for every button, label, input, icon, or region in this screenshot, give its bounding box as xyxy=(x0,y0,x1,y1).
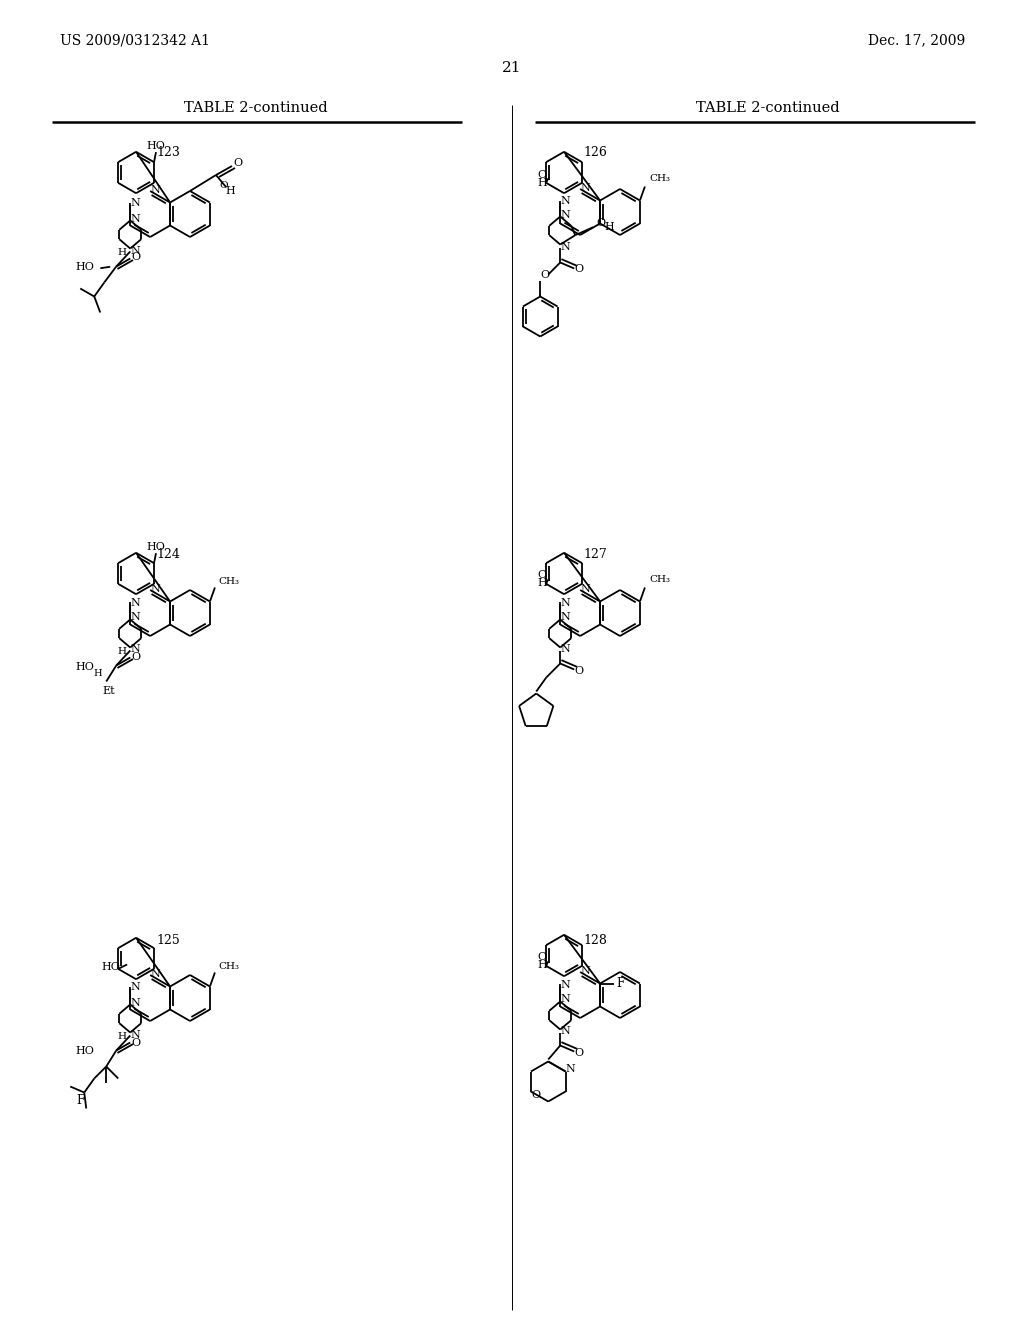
Text: N: N xyxy=(560,598,570,607)
Text: N: N xyxy=(130,246,140,256)
Text: 123: 123 xyxy=(156,145,180,158)
Text: N: N xyxy=(130,198,140,209)
Text: H: H xyxy=(538,578,547,589)
Text: H: H xyxy=(225,186,234,195)
Text: HO: HO xyxy=(76,263,94,272)
Text: N: N xyxy=(130,612,140,623)
Text: O: O xyxy=(574,665,584,676)
Text: N: N xyxy=(560,197,570,206)
Text: HO: HO xyxy=(101,961,120,972)
Text: N: N xyxy=(130,1030,140,1040)
Text: CH₃: CH₃ xyxy=(218,962,239,972)
Text: N: N xyxy=(130,982,140,993)
Text: O: O xyxy=(538,953,547,962)
Text: O: O xyxy=(132,1038,141,1048)
Text: N: N xyxy=(130,214,140,223)
Text: N: N xyxy=(560,242,570,252)
Text: 124: 124 xyxy=(156,549,180,561)
Text: N: N xyxy=(151,185,160,195)
Text: N: N xyxy=(565,1064,575,1073)
Text: N: N xyxy=(560,210,570,219)
Text: N: N xyxy=(130,998,140,1007)
Text: TABLE 2-continued: TABLE 2-continued xyxy=(184,102,328,115)
Text: CH₃: CH₃ xyxy=(218,577,239,586)
Text: 127: 127 xyxy=(583,549,607,561)
Text: O: O xyxy=(132,652,141,663)
Text: O: O xyxy=(597,218,606,228)
Text: HO: HO xyxy=(146,141,166,152)
Text: 126: 126 xyxy=(583,145,607,158)
Text: H: H xyxy=(93,669,101,678)
Text: O: O xyxy=(233,158,243,168)
Text: O: O xyxy=(574,1048,584,1057)
Text: HO: HO xyxy=(76,1047,94,1056)
Text: N: N xyxy=(130,598,140,607)
Text: N: N xyxy=(560,979,570,990)
Text: O: O xyxy=(220,181,228,190)
Text: H: H xyxy=(538,961,547,970)
Text: N: N xyxy=(560,644,570,655)
Text: H: H xyxy=(118,248,127,257)
Text: N: N xyxy=(560,1027,570,1036)
Text: H: H xyxy=(118,647,127,656)
Text: F: F xyxy=(616,977,625,990)
Text: US 2009/0312342 A1: US 2009/0312342 A1 xyxy=(60,33,210,48)
Text: O: O xyxy=(541,269,550,280)
Text: O: O xyxy=(538,169,547,180)
Text: O: O xyxy=(531,1089,541,1100)
Text: Dec. 17, 2009: Dec. 17, 2009 xyxy=(867,33,965,48)
Text: 125: 125 xyxy=(156,933,180,946)
Text: HO: HO xyxy=(146,543,166,552)
Text: O: O xyxy=(132,252,141,263)
Text: Et: Et xyxy=(102,686,115,697)
Text: N: N xyxy=(581,183,590,193)
Text: 128: 128 xyxy=(583,933,607,946)
Text: H: H xyxy=(604,222,614,232)
Text: N: N xyxy=(560,994,570,1005)
Text: CH₃: CH₃ xyxy=(649,576,670,583)
Text: O: O xyxy=(538,570,547,581)
Text: HO: HO xyxy=(76,661,94,672)
Text: TABLE 2-continued: TABLE 2-continued xyxy=(696,102,840,115)
Text: N: N xyxy=(130,644,140,655)
Text: N: N xyxy=(581,583,590,594)
Text: H: H xyxy=(538,177,547,187)
Text: H: H xyxy=(118,1032,127,1041)
Text: O: O xyxy=(574,264,584,275)
Text: F: F xyxy=(76,1094,84,1107)
Text: N: N xyxy=(560,612,570,623)
Text: CH₃: CH₃ xyxy=(649,174,670,183)
Text: 21: 21 xyxy=(502,61,522,75)
Text: N: N xyxy=(151,969,160,979)
Text: N: N xyxy=(151,583,160,594)
Text: N: N xyxy=(581,966,590,975)
